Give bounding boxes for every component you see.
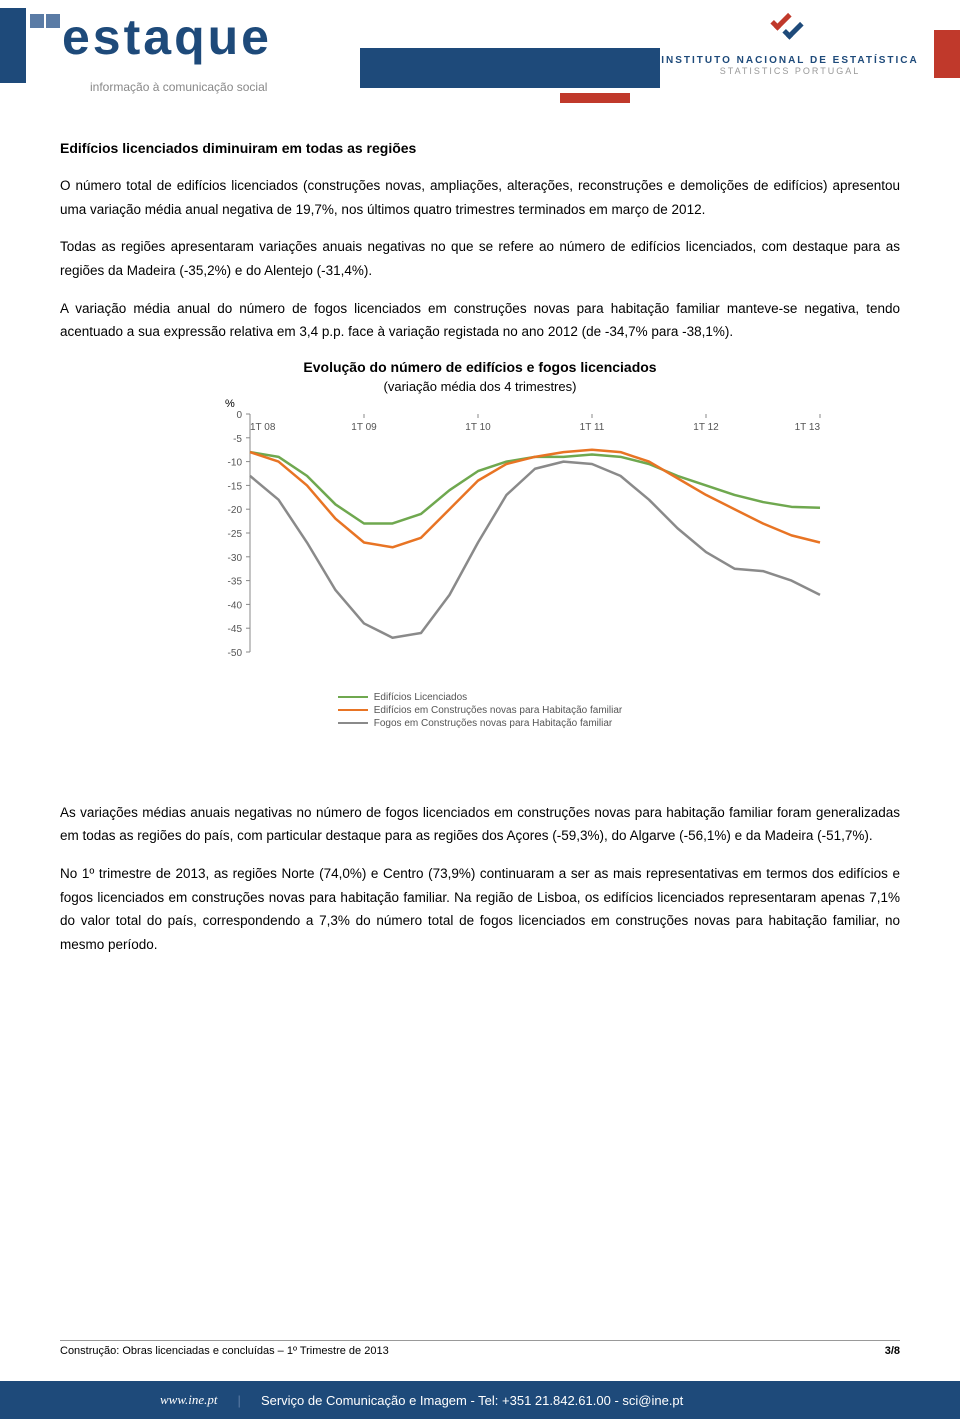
logo-subtitle: informação à comunicação social [90,80,267,94]
legend-label: Edifícios em Construções novas para Habi… [374,705,622,716]
logo-blue-block [0,8,26,83]
institute-name: INSTITUTO NACIONAL DE ESTATÍSTICA [640,55,940,66]
chart-subtitle: (variação média dos 4 trimestres) [60,379,900,394]
footer-doc-line: Construção: Obras licenciadas e concluíd… [60,1340,900,1357]
svg-text:1T 08: 1T 08 [250,422,276,433]
header-red-block [934,30,960,78]
main-content: Edifícios licenciados diminuiram em toda… [0,110,960,991]
section-heading: Edifícios licenciados diminuiram em toda… [60,140,900,156]
footer-site-link[interactable]: www.ine.pt [160,1392,218,1408]
svg-text:1T 10: 1T 10 [465,422,491,433]
svg-text:-45: -45 [228,624,243,635]
footer-separator: | [238,1393,241,1408]
svg-text:-25: -25 [228,529,243,540]
svg-text:-20: -20 [228,505,243,516]
chart-title: Evolução do número de edifícios e fogos … [60,359,900,375]
chart-legend: Edifícios Licenciados Edifícios em Constr… [338,690,622,731]
svg-text:-5: -5 [233,434,242,445]
paragraph-1: O número total de edifícios licenciados … [60,174,900,221]
legend-color-swatch [338,696,368,698]
paragraph-3: A variação média anual do número de fogo… [60,297,900,344]
footer-doc-title: Construção: Obras licenciadas e concluíd… [60,1345,389,1357]
header-blue-bar [360,48,660,88]
legend-color-swatch [338,722,368,724]
svg-text:-40: -40 [228,600,243,611]
svg-text:1T 11: 1T 11 [580,422,605,433]
legend-label: Edifícios Licenciados [374,692,467,703]
legend-color-swatch [338,709,368,711]
legend-item: Fogos em Construções novas para Habitaçã… [338,718,622,729]
svg-text:-50: -50 [228,648,243,659]
paragraph-4: As variações médias anuais negativas no … [60,801,900,848]
footer-contact: Serviço de Comunicação e Imagem - Tel: +… [261,1393,683,1408]
legend-label: Fogos em Construções novas para Habitaçã… [374,718,612,729]
page-header: estaque informação à comunicação social … [0,0,960,110]
chart-plot-area: % 0-5-10-15-20-25-30-35-40-45-501T 081T … [120,402,840,682]
destaque-logo: estaque informação à comunicação social [0,8,520,103]
svg-text:-30: -30 [228,553,243,564]
chart-container: Evolução do número de edifícios e fogos … [60,359,900,731]
logo-wordmark: estaque [30,8,272,66]
line-chart-svg: 0 -5 -10 -15 -20 -25 -30 -35 -40 -45 -50 1T 08 1T 09… [120,402,840,682]
header-red-bar [560,93,630,103]
page-number: 3/8 [885,1345,900,1357]
svg-text:-15: -15 [228,481,243,492]
svg-text:1T 12: 1T 12 [693,422,719,433]
footer-bar: www.ine.pt | Serviço de Comunicação e Im… [0,1381,960,1419]
svg-text:-10: -10 [228,457,243,468]
paragraph-5: No 1º trimestre de 2013, as regiões Nort… [60,862,900,957]
svg-text:0: 0 [236,410,242,421]
institute-subtitle: STATISTICS PORTUGAL [640,66,940,76]
svg-text:-35: -35 [228,576,243,587]
legend-item: Edifícios Licenciados [338,692,622,703]
chart-y-axis-label: % [225,398,235,410]
svg-text:1T 13: 1T 13 [795,422,821,433]
legend-item: Edifícios em Construções novas para Habi… [338,705,622,716]
svg-text:1T 09: 1T 09 [351,422,377,433]
ine-checkmark-icon [765,10,815,50]
paragraph-2: Todas as regiões apresentaram variações … [60,235,900,282]
ine-logo: INSTITUTO NACIONAL DE ESTATÍSTICA STATIS… [640,10,940,76]
